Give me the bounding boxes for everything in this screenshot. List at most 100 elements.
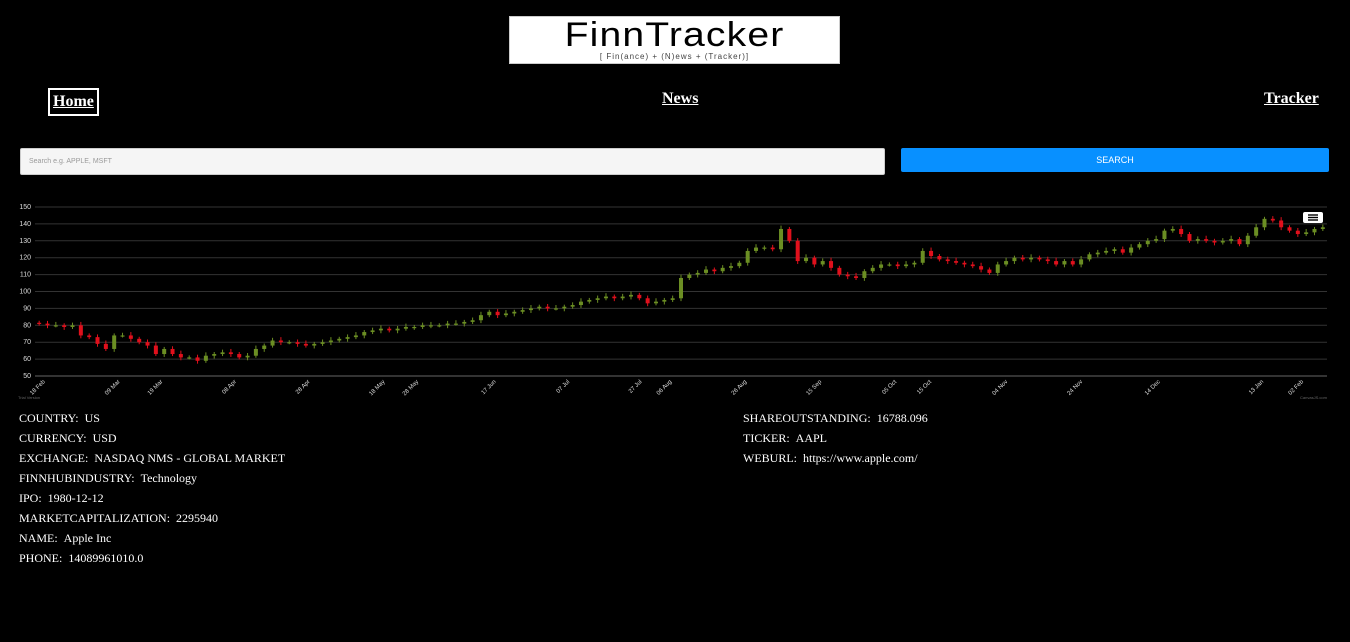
candle <box>70 322 75 330</box>
candle <box>428 321 433 329</box>
candle <box>1304 228 1309 237</box>
info-value: 14089961010.0 <box>68 551 144 565</box>
candle <box>1320 224 1325 231</box>
nav-home-link[interactable]: Home <box>48 88 99 116</box>
y-tick-label: 130 <box>19 238 31 245</box>
info-label: NAME: <box>19 531 58 545</box>
nav-tracker-link[interactable]: Tracker <box>1264 90 1319 107</box>
candle <box>112 333 117 352</box>
candle <box>1045 256 1050 264</box>
candle <box>1187 232 1192 243</box>
candle <box>1029 254 1034 263</box>
candle <box>770 244 775 252</box>
x-tick-label: 15 Oct <box>916 379 933 396</box>
info-label: PHONE: <box>19 551 63 565</box>
candle <box>162 346 167 357</box>
candle <box>237 352 242 360</box>
candle <box>603 293 608 301</box>
nav-news-link[interactable]: News <box>662 90 699 107</box>
info-value: 2295940 <box>176 511 219 525</box>
candle <box>704 266 709 275</box>
candle <box>929 247 934 259</box>
company-info-row: PHONE: 14089961010.0 <box>19 548 285 568</box>
info-label: SHAREOUTSTANDING: <box>743 411 871 425</box>
candle <box>920 248 925 265</box>
candle <box>970 261 975 269</box>
candle <box>470 317 475 324</box>
candle <box>95 334 100 347</box>
candle <box>103 340 108 351</box>
info-value: Apple Inc <box>63 531 112 545</box>
company-info-row: NAME: Apple Inc <box>19 528 285 548</box>
company-info-row: IPO: 1980-12-12 <box>19 488 285 508</box>
candle <box>779 225 784 253</box>
candle <box>578 298 583 308</box>
candle <box>153 342 158 357</box>
candle <box>887 262 892 267</box>
x-tick-label: 24 Nov <box>1067 379 1085 397</box>
candle <box>312 341 317 349</box>
candle <box>1312 226 1317 236</box>
candle <box>487 309 492 318</box>
candle <box>1145 238 1150 248</box>
x-tick-label: 27 Jul <box>628 379 644 395</box>
info-value: NASDAQ NMS - GLOBAL MARKET <box>94 451 286 465</box>
candle <box>287 340 292 345</box>
info-value: 16788.096 <box>876 411 928 425</box>
candle <box>570 302 575 309</box>
candle <box>1054 257 1059 267</box>
candle <box>1070 258 1075 267</box>
company-info-row: EXCHANGE: NASDAQ NMS - GLOBAL MARKET <box>19 448 285 468</box>
candle <box>412 324 417 330</box>
candle <box>120 332 125 338</box>
info-value: https://www.apple.com/ <box>803 451 918 465</box>
candle <box>337 336 342 343</box>
candle <box>1004 257 1009 267</box>
candle <box>979 262 984 273</box>
candle <box>812 255 817 268</box>
company-info-row: WEBURL: https://www.apple.com/ <box>743 448 928 468</box>
candle <box>1120 246 1125 255</box>
candle <box>545 304 550 312</box>
candle <box>895 261 900 270</box>
x-tick-label: 26 Aug <box>731 379 748 396</box>
info-value: Technology <box>140 471 198 485</box>
candle <box>37 320 42 326</box>
candle <box>737 260 742 269</box>
candle <box>1129 244 1134 256</box>
candle <box>87 333 92 340</box>
x-tick-label: 08 Apr <box>221 379 238 396</box>
search-input[interactable]: Search e.g. APPLE, MSFT <box>20 148 885 175</box>
candle <box>145 339 150 349</box>
candle <box>262 343 267 352</box>
candle <box>1170 226 1175 233</box>
candle <box>1112 247 1117 254</box>
candle <box>653 298 658 306</box>
candle <box>395 325 400 334</box>
candle <box>1012 255 1017 264</box>
candle <box>587 297 592 304</box>
candle <box>754 244 759 253</box>
info-label: MARKETCAPITALIZATION: <box>19 511 171 525</box>
candle <box>845 271 850 280</box>
candle <box>904 261 909 269</box>
candle <box>987 267 992 275</box>
candle <box>662 297 667 305</box>
candle <box>245 353 250 361</box>
candle <box>620 293 625 301</box>
search-button[interactable]: SEARCH <box>901 148 1329 172</box>
y-tick-label: 80 <box>23 322 31 329</box>
candle <box>720 265 725 274</box>
candle <box>53 321 58 328</box>
candle <box>78 321 83 339</box>
candle <box>170 346 175 357</box>
info-value: AAPL <box>795 431 828 445</box>
candle <box>1095 249 1100 258</box>
candle <box>353 332 358 340</box>
candle <box>362 330 367 339</box>
info-value: US <box>84 411 100 425</box>
candle <box>1212 238 1217 246</box>
x-tick-label: 28 May <box>402 379 420 397</box>
candle <box>520 307 525 314</box>
finntracker-logo: FinnTracker [ Fin(ance) + (N)ews + (Trac… <box>509 16 840 64</box>
